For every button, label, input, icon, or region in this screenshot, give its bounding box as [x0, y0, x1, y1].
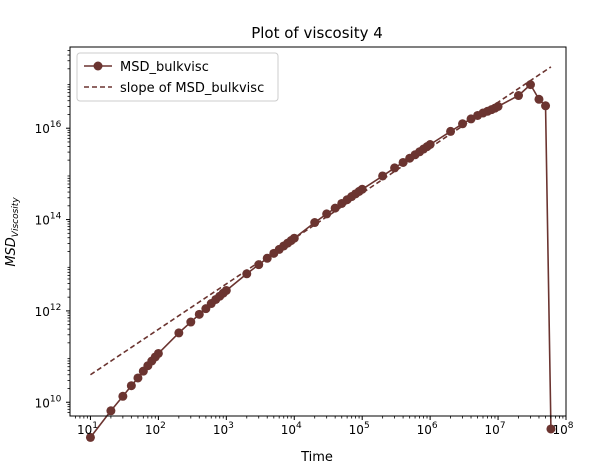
msd-point	[458, 119, 468, 129]
legend: MSD_bulkvisc slope of MSD_bulkvisc	[76, 52, 279, 102]
legend-label-slope: slope of MSD_bulkvisc	[120, 81, 264, 96]
slope-series-layer	[90, 66, 552, 376]
y-axis-ticks: 1010 1012 1014 1016	[35, 50, 70, 413]
msd-point	[106, 406, 116, 416]
msd-point	[221, 285, 231, 295]
y-axis-label: MSDViscosity	[4, 197, 21, 267]
msd-point	[514, 91, 524, 101]
msd-point	[525, 80, 535, 90]
x-tick-label: 105	[349, 421, 370, 437]
x-tick-label: 106	[417, 421, 438, 437]
msd-point	[390, 163, 400, 173]
legend-label-msd: MSD_bulkvisc	[120, 60, 209, 75]
msd-point	[254, 260, 264, 270]
msd-point	[186, 317, 196, 327]
y-axis-label-main: MSD	[4, 237, 19, 266]
msd-point	[357, 184, 367, 194]
y-tick-label: 1014	[35, 212, 62, 228]
plot-area	[85, 66, 556, 442]
x-tick-label: 102	[145, 421, 166, 437]
msd-point	[133, 373, 143, 383]
x-tick-label: 108	[552, 421, 573, 437]
x-axis-ticks: 101 102 103 104 105 106 107 108	[74, 416, 574, 437]
msd-point	[425, 139, 435, 149]
y-tick-label: 1012	[35, 303, 62, 319]
msd-point	[378, 171, 388, 181]
axes-frame	[69, 46, 567, 417]
msd-point	[330, 203, 340, 213]
msd-point	[174, 328, 184, 338]
msd-point	[541, 101, 551, 111]
x-tick-label: 101	[77, 421, 98, 437]
y-tick-label: 1016	[35, 120, 62, 136]
x-axis-label: Time	[300, 450, 333, 465]
legend-swatch-msd-marker	[93, 61, 103, 71]
msd-point	[310, 218, 320, 228]
msd-point	[153, 348, 163, 358]
chart-title: Plot of viscosity 4	[251, 24, 383, 42]
msd-point	[534, 94, 544, 104]
msd-point	[262, 253, 272, 263]
msd-point	[242, 269, 252, 279]
y-tick-label: 1010	[35, 394, 62, 410]
msd-point	[289, 233, 299, 243]
x-tick-label: 103	[213, 421, 234, 437]
msd-point	[194, 309, 204, 319]
msd-point	[126, 381, 136, 391]
msd-point	[322, 209, 332, 219]
x-tick-label: 107	[485, 421, 506, 437]
msd-point	[118, 391, 128, 401]
msd-point	[446, 126, 456, 136]
legend-box	[76, 52, 279, 102]
msd-point	[493, 101, 503, 111]
x-tick-label: 104	[281, 421, 302, 437]
slope-line	[90, 66, 552, 376]
msd-marker-layer	[85, 80, 556, 442]
msd-point	[546, 424, 556, 434]
msd-point	[85, 432, 95, 442]
msd-point	[398, 157, 408, 167]
y-axis-label-sub: Viscosity	[11, 197, 21, 238]
